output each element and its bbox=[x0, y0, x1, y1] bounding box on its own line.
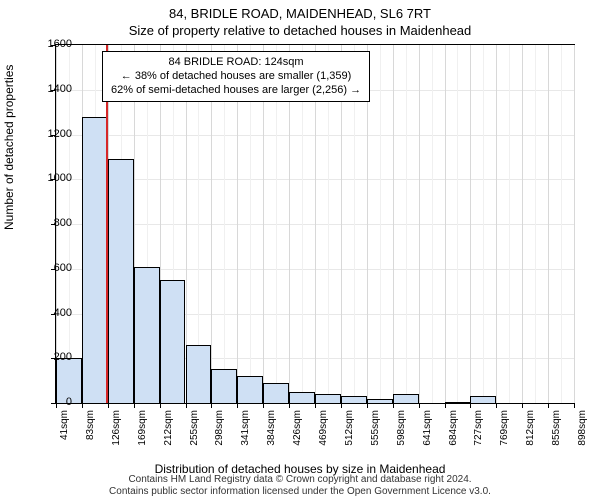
ytick-label: 1200 bbox=[32, 128, 72, 140]
histogram-bar bbox=[186, 345, 212, 403]
xtick-label: 555sqm bbox=[370, 410, 381, 446]
xtick-mark bbox=[237, 403, 238, 408]
histogram-bar bbox=[134, 267, 160, 403]
xtick-label: 469sqm bbox=[318, 410, 329, 446]
address-title: 84, BRIDLE ROAD, MAIDENHEAD, SL6 7RT bbox=[0, 0, 600, 21]
annotation-line2: ← 38% of detached houses are smaller (1,… bbox=[111, 70, 361, 84]
gridline-v-minor bbox=[535, 45, 536, 403]
histogram-bar bbox=[160, 280, 186, 403]
xtick-mark bbox=[186, 403, 187, 408]
xtick-label: 641sqm bbox=[422, 410, 433, 446]
histogram-bar bbox=[367, 399, 393, 403]
annotation-box: 84 BRIDLE ROAD: 124sqm ← 38% of detached… bbox=[102, 51, 370, 102]
gridline-v bbox=[445, 45, 446, 403]
xtick-label: 255sqm bbox=[189, 410, 200, 446]
xtick-label: 384sqm bbox=[266, 410, 277, 446]
ytick-label: 600 bbox=[32, 262, 72, 274]
ytick-label: 800 bbox=[32, 217, 72, 229]
xtick-label: 341sqm bbox=[240, 410, 251, 446]
plot-area: 84 BRIDLE ROAD: 124sqm ← 38% of detached… bbox=[55, 44, 575, 404]
histogram-bar bbox=[445, 402, 471, 403]
xtick-label: 598sqm bbox=[396, 410, 407, 446]
gridline-v bbox=[548, 45, 549, 403]
ytick-label: 1000 bbox=[32, 172, 72, 184]
xtick-mark bbox=[315, 403, 316, 408]
gridline-v bbox=[496, 45, 497, 403]
footer-attribution: Contains HM Land Registry data © Crown c… bbox=[0, 474, 600, 498]
histogram-bar bbox=[393, 394, 419, 403]
histogram-bar bbox=[82, 117, 108, 403]
xtick-label: 298sqm bbox=[214, 410, 225, 446]
histogram-bar bbox=[341, 396, 367, 403]
chart-subtitle: Size of property relative to detached ho… bbox=[0, 21, 600, 38]
xtick-mark bbox=[82, 403, 83, 408]
xtick-mark bbox=[134, 403, 135, 408]
y-axis-label: Number of detached properties bbox=[2, 65, 16, 230]
xtick-label: 83sqm bbox=[85, 410, 96, 440]
histogram-bar bbox=[470, 396, 496, 403]
xtick-mark bbox=[470, 403, 471, 408]
xtick-mark bbox=[522, 403, 523, 408]
ytick-label: 200 bbox=[32, 351, 72, 363]
gridline-v bbox=[419, 45, 420, 403]
xtick-mark bbox=[445, 403, 446, 408]
xtick-mark bbox=[548, 403, 549, 408]
xtick-mark bbox=[393, 403, 394, 408]
xtick-mark bbox=[108, 403, 109, 408]
gridline-v-minor bbox=[561, 45, 562, 403]
xtick-label: 727sqm bbox=[473, 410, 484, 446]
xtick-label: 812sqm bbox=[525, 410, 536, 446]
annotation-line1: 84 BRIDLE ROAD: 124sqm bbox=[111, 56, 361, 70]
gridline-v-minor bbox=[432, 45, 433, 403]
xtick-mark bbox=[419, 403, 420, 408]
histogram-bar bbox=[263, 383, 289, 403]
histogram-bar bbox=[211, 369, 237, 403]
gridline-v-minor bbox=[406, 45, 407, 403]
ytick-label: 1600 bbox=[32, 38, 72, 50]
xtick-mark bbox=[341, 403, 342, 408]
xtick-mark bbox=[496, 403, 497, 408]
ytick-label: 0 bbox=[32, 396, 72, 408]
histogram-bar bbox=[315, 394, 341, 403]
xtick-label: 684sqm bbox=[448, 410, 459, 446]
histogram-bar bbox=[108, 159, 134, 403]
xtick-label: 126sqm bbox=[111, 410, 122, 446]
ytick-label: 400 bbox=[32, 307, 72, 319]
xtick-mark bbox=[263, 403, 264, 408]
footer-line1: Contains HM Land Registry data © Crown c… bbox=[0, 474, 600, 486]
xtick-label: 169sqm bbox=[137, 410, 148, 446]
gridline-v bbox=[574, 45, 575, 403]
xtick-mark bbox=[289, 403, 290, 408]
gridline-v bbox=[522, 45, 523, 403]
xtick-mark bbox=[160, 403, 161, 408]
xtick-label: 426sqm bbox=[292, 410, 303, 446]
xtick-label: 898sqm bbox=[577, 410, 588, 446]
gridline-v-minor bbox=[380, 45, 381, 403]
histogram-bar bbox=[289, 392, 315, 403]
xtick-mark bbox=[367, 403, 368, 408]
gridline-v-minor bbox=[483, 45, 484, 403]
gridline-v-minor bbox=[509, 45, 510, 403]
footer-line2: Contains public sector information licen… bbox=[0, 486, 600, 498]
gridline-v bbox=[470, 45, 471, 403]
annotation-line3: 62% of semi-detached houses are larger (… bbox=[111, 84, 361, 98]
xtick-label: 769sqm bbox=[499, 410, 510, 446]
gridline-v-minor bbox=[457, 45, 458, 403]
ytick-label: 1400 bbox=[32, 83, 72, 95]
xtick-label: 41sqm bbox=[59, 410, 70, 440]
xtick-label: 212sqm bbox=[163, 410, 174, 446]
gridline-v bbox=[393, 45, 394, 403]
xtick-mark bbox=[574, 403, 575, 408]
xtick-label: 855sqm bbox=[551, 410, 562, 446]
xtick-mark bbox=[211, 403, 212, 408]
histogram-bar bbox=[237, 376, 263, 403]
xtick-label: 512sqm bbox=[344, 410, 355, 446]
